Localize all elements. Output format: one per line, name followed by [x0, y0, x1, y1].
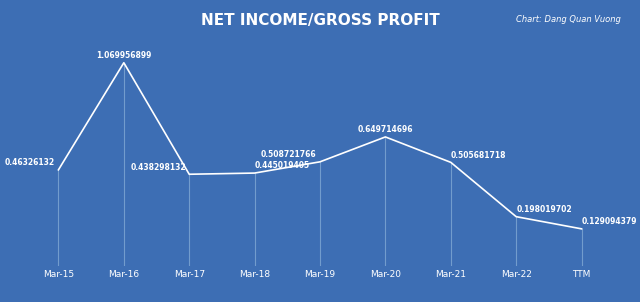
Text: 0.198019702: 0.198019702 [516, 205, 572, 214]
Text: 0.46326132: 0.46326132 [5, 158, 55, 167]
Text: 0.508721766: 0.508721766 [261, 150, 317, 159]
Title: NET INCOME/GROSS PROFIT: NET INCOME/GROSS PROFIT [200, 13, 440, 28]
Text: 0.505681718: 0.505681718 [451, 151, 506, 160]
Text: 1.069956899: 1.069956899 [96, 51, 152, 60]
Text: Chart: Dang Quan Vuong: Chart: Dang Quan Vuong [516, 15, 621, 24]
Text: 0.438298132: 0.438298132 [131, 162, 186, 172]
Text: 0.649714696: 0.649714696 [358, 125, 413, 134]
Text: 0.445019405: 0.445019405 [255, 161, 310, 170]
Text: 0.129094379: 0.129094379 [582, 217, 637, 226]
